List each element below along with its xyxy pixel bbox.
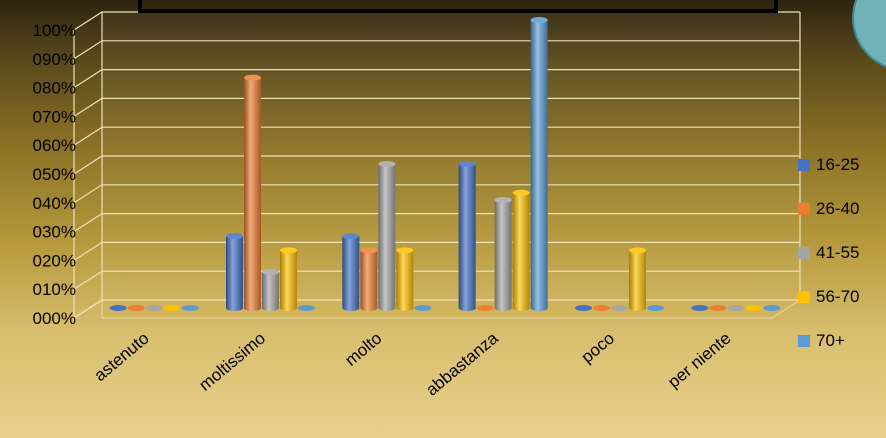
y-tick-label: 100% <box>33 21 76 40</box>
bar <box>396 247 414 311</box>
legend: 16-25 26-40 41-55 56-70 70+ <box>798 155 859 350</box>
bar <box>593 305 610 311</box>
bar <box>727 305 745 311</box>
bar <box>163 305 181 311</box>
bar <box>342 233 360 311</box>
bar <box>745 305 763 311</box>
y-tick-label: 060% <box>33 136 76 155</box>
y-tick-label: 070% <box>33 107 76 126</box>
bar <box>181 305 199 311</box>
y-tick-label: 000% <box>33 309 76 328</box>
gridlines <box>73 11 801 320</box>
bar <box>458 161 476 311</box>
y-tick-label: 020% <box>33 251 76 270</box>
y-axis-ticks: 000% 010% 020% 030% 040% 050% 060% 070% 080% 090%… <box>33 21 76 328</box>
bar <box>709 305 727 311</box>
legend-label: 16-25 <box>816 155 859 174</box>
bar <box>109 305 127 311</box>
y-tick-label: 080% <box>33 79 76 98</box>
legend-label: 26-40 <box>816 199 859 218</box>
legend-label: 56-70 <box>816 287 859 306</box>
y-tick-label: 010% <box>33 280 76 299</box>
bar <box>378 161 396 311</box>
legend-swatch <box>798 159 810 171</box>
bar <box>262 269 279 311</box>
legend-swatch <box>798 291 810 303</box>
bar <box>360 247 378 311</box>
legend-label: 41-55 <box>816 243 859 262</box>
x-axis-categories: astenuto moltissimo molto abbastanza poco per… <box>91 328 735 399</box>
side-wall-edge <box>73 12 103 320</box>
y-tick-label: 050% <box>33 165 76 184</box>
x-category-label: molto <box>341 329 385 370</box>
bar <box>691 305 709 311</box>
bar <box>414 305 432 311</box>
bar <box>647 305 664 311</box>
bar <box>476 305 494 311</box>
x-category-label: per niente <box>664 329 734 392</box>
legend-swatch <box>798 335 810 347</box>
bar <box>611 305 628 311</box>
x-category-label: astenuto <box>91 329 153 385</box>
bar <box>575 305 592 311</box>
legend-swatch <box>798 203 810 215</box>
bar <box>145 305 163 311</box>
y-tick-label: 040% <box>33 194 76 213</box>
x-category-label: abbastanza <box>422 328 502 399</box>
title-frame <box>138 0 778 13</box>
legend-label: 70+ <box>816 331 845 350</box>
bars <box>109 17 781 311</box>
legend-swatch <box>798 247 810 259</box>
bar <box>226 233 243 311</box>
y-tick-label: 030% <box>33 223 76 242</box>
bar <box>629 247 646 311</box>
bar <box>494 197 512 311</box>
bar <box>763 305 781 311</box>
x-category-label: poco <box>578 329 618 367</box>
x-category-label: moltissimo <box>195 329 269 395</box>
decorative-circle-icon <box>852 0 886 68</box>
bar <box>244 74 261 311</box>
bar <box>512 189 530 311</box>
bar <box>127 305 145 311</box>
bar <box>530 17 548 311</box>
y-tick-label: 090% <box>33 50 76 69</box>
bar <box>280 247 297 311</box>
bar <box>298 305 315 311</box>
